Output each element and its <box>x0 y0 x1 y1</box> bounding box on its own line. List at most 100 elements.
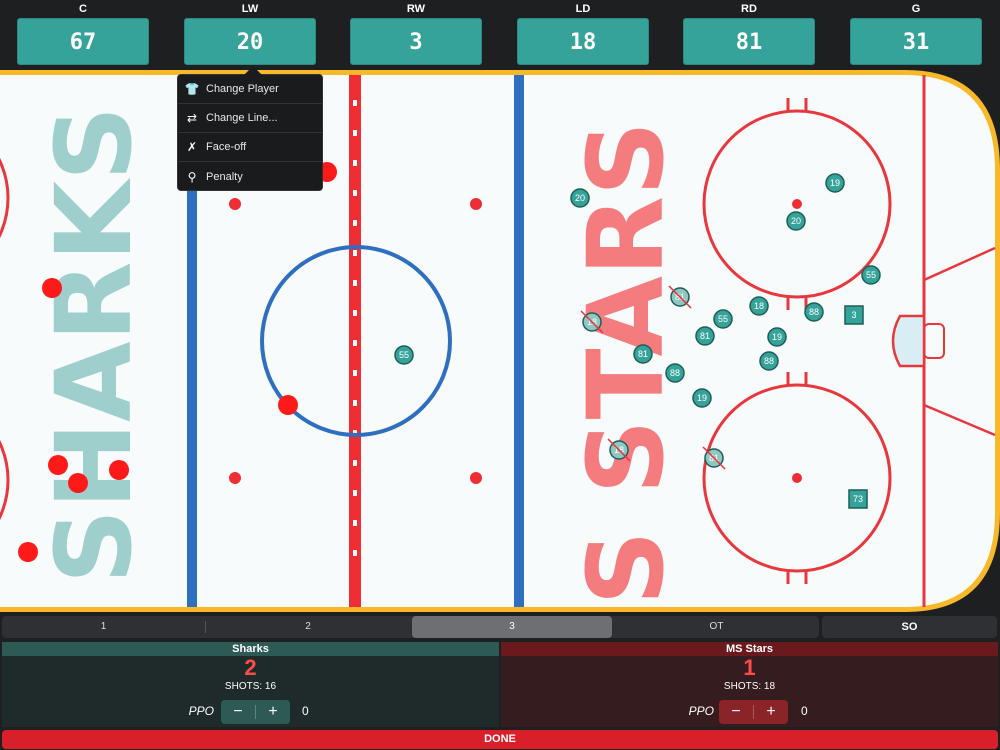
whistle-icon: ⚲ <box>187 169 197 184</box>
faceoff-circle-left-bottom <box>0 439 10 521</box>
player-marker[interactable]: 81 <box>633 344 653 364</box>
marker-shape <box>695 326 715 346</box>
hash-marks-bottom <box>786 372 808 584</box>
position-button-ld[interactable]: 18 <box>517 18 649 65</box>
menu-item-face-off[interactable]: ✗ Face-off <box>178 133 322 162</box>
away-team-name: MS Stars <box>501 642 998 656</box>
marker-number: 88 <box>809 307 819 317</box>
player-marker[interactable]: 19 <box>767 327 787 347</box>
blue-line-left <box>187 75 197 607</box>
home-ppo-label: PPO <box>188 704 214 718</box>
position-bar: C 67 LW 20 RW 3 LD 18 RD 81 G 31 <box>0 0 1000 72</box>
swap-arrows-icon: ⇄ <box>186 111 198 125</box>
menu-item-change-player[interactable]: 👕 Change Player <box>178 75 322 104</box>
marker-shape <box>861 265 881 285</box>
marker-shape <box>804 302 824 322</box>
player-marker[interactable]: 55 <box>394 345 414 365</box>
position-g: G 31 <box>850 0 982 65</box>
home-rink-text: SHARKS <box>33 106 155 584</box>
faceoff-circle-right-top <box>702 109 892 299</box>
player-marker[interactable]: 18 <box>749 296 769 316</box>
stepper-divider <box>255 705 256 719</box>
marker-number: 88 <box>764 356 774 366</box>
away-ppo-row: PPO − + 0 <box>501 700 998 724</box>
home-shots: SHOTS: 16 <box>224 681 277 692</box>
jersey-icon: 👕 <box>184 82 200 96</box>
player-marker[interactable]: 81 <box>668 285 692 309</box>
segment-divider <box>205 621 206 633</box>
player-context-menu: 👕 Change Player ⇄ Change Line... ✗ Face-… <box>177 66 323 191</box>
away-ppo-value: 0 <box>801 704 808 718</box>
position-label: LD <box>575 3 591 15</box>
marker-shape <box>759 351 779 371</box>
marker-shape <box>848 489 868 509</box>
done-button[interactable]: DONE <box>2 730 998 749</box>
away-ppo-plus-button[interactable]: + <box>766 703 776 720</box>
player-marker[interactable]: 19 <box>692 388 712 408</box>
player-marker[interactable]: 88 <box>804 302 824 322</box>
player-marker[interactable]: 88 <box>759 351 779 371</box>
home-ppo-row: PPO − + 0 <box>2 700 499 724</box>
marker-number: 55 <box>718 314 728 324</box>
position-button-g[interactable]: 31 <box>850 18 982 65</box>
player-markers[interactable]: 20 19 20 55 81 18 18 55 88 3 81 81 19 88 88 19 55 18 81 73 <box>394 173 881 509</box>
event-dots <box>18 162 337 562</box>
player-marker[interactable]: 18 <box>580 310 604 334</box>
player-marker[interactable]: 19 <box>825 173 845 193</box>
away-team-body: 1 SHOTS: 18 PPO − + 0 <box>501 656 998 727</box>
away-score: 1 <box>743 655 756 680</box>
position-button-c[interactable]: 67 <box>17 18 149 65</box>
rink-svg[interactable]: SHARKS MS STARS 201920558118185588381811… <box>0 70 1000 612</box>
period-tab-2[interactable]: 2 <box>305 621 311 632</box>
marker-shape <box>713 309 733 329</box>
marker-shape <box>570 188 590 208</box>
period-segment-group <box>2 616 819 638</box>
marker-shape <box>633 344 653 364</box>
marker-shape <box>394 345 414 365</box>
marker-number: 19 <box>830 178 840 188</box>
player-marker[interactable]: 55 <box>861 265 881 285</box>
away-ppo-minus-button[interactable]: − <box>731 703 741 720</box>
position-button-rw[interactable]: 3 <box>350 18 482 65</box>
marker-number: 20 <box>791 216 801 226</box>
stepper-divider <box>753 705 754 719</box>
marker-number: 19 <box>697 393 707 403</box>
period-tab-1[interactable]: 1 <box>100 621 107 632</box>
menu-item-penalty[interactable]: ⚲ Penalty <box>178 162 322 191</box>
player-marker[interactable]: 18 <box>607 438 631 462</box>
faceoff-dot <box>229 472 241 484</box>
blue-line-right <box>514 75 524 607</box>
player-marker[interactable]: 81 <box>702 446 726 470</box>
home-ppo-minus-button[interactable]: − <box>233 703 243 720</box>
menu-item-change-line[interactable]: ⇄ Change Line... <box>178 104 322 133</box>
player-marker[interactable]: 3 <box>844 305 864 325</box>
player-marker[interactable]: 20 <box>570 188 590 208</box>
player-marker[interactable]: 55 <box>713 309 733 329</box>
home-score: 2 <box>244 655 257 680</box>
faceoff-dot <box>470 472 482 484</box>
away-ppo-stepper: − + <box>719 700 788 724</box>
menu-item-label: Face-off <box>206 141 247 153</box>
position-c: C 67 <box>17 0 149 65</box>
home-team-body: 2 SHOTS: 16 PPO − + 0 <box>2 656 499 727</box>
position-button-rd[interactable]: 81 <box>683 18 815 65</box>
player-marker[interactable]: 81 <box>695 326 715 346</box>
away-ppo-label: PPO <box>688 704 714 718</box>
goal-net <box>923 323 945 359</box>
period-tab-3[interactable]: 3 <box>412 616 612 638</box>
cross-mark <box>607 438 631 462</box>
period-tab-ot[interactable]: OT <box>709 621 724 632</box>
home-ppo-stepper: − + <box>221 700 290 724</box>
faceoff-circle-right-bottom <box>702 383 892 573</box>
player-marker[interactable]: 88 <box>665 363 685 383</box>
shootout-button[interactable]: SO <box>822 616 997 638</box>
position-label: G <box>911 3 921 15</box>
position-button-lw[interactable]: 20 <box>184 18 316 65</box>
player-marker[interactable]: 20 <box>786 211 806 231</box>
marker-number: 81 <box>700 331 710 341</box>
home-ppo-plus-button[interactable]: + <box>268 703 278 720</box>
player-marker[interactable]: 73 <box>848 489 868 509</box>
trapezoid-line <box>923 403 996 437</box>
rink-area[interactable]: SHARKS MS STARS 201920558118185588381811… <box>0 70 1000 612</box>
away-shots: SHOTS: 18 <box>723 681 776 692</box>
